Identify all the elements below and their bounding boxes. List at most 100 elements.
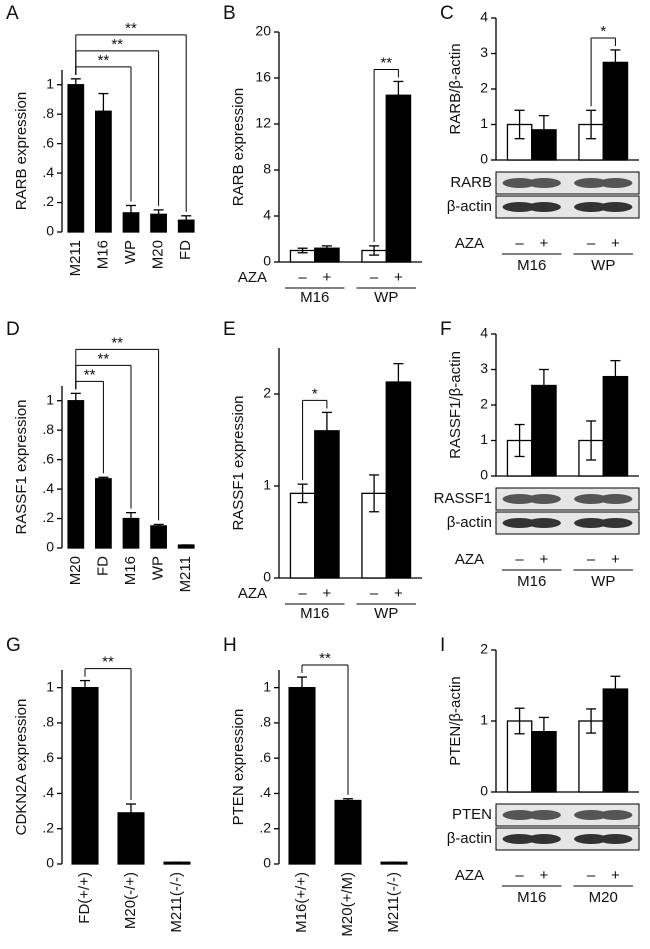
blot-band (574, 202, 609, 212)
y-tick-label: 0 (46, 223, 54, 239)
y-tick-label: 8 (263, 161, 271, 177)
y-tick-label: 1 (480, 115, 488, 131)
y-tick-label: 0 (46, 539, 54, 555)
x-tick-label: FD (94, 556, 111, 576)
y-tick-label: 3 (480, 44, 488, 60)
treatment-label: AZA (455, 867, 484, 884)
x-tick-label: WP (150, 556, 167, 580)
group-label: WP (591, 257, 615, 274)
x-tick-label: + (540, 235, 549, 252)
y-axis-label: PTEN/β-actin (447, 676, 464, 765)
x-tick-label: M20 (67, 556, 84, 585)
y-tick-label: .4 (42, 784, 54, 800)
y-tick-label: 12 (255, 115, 271, 131)
blot-band (526, 494, 561, 504)
x-tick-label: + (323, 269, 332, 286)
x-tick-label: – (515, 235, 524, 252)
blot-label: β-actin (447, 198, 492, 215)
panel-letter: E (223, 319, 236, 340)
significance-label: ** (98, 350, 110, 367)
blot-strip (495, 487, 640, 511)
blot-strip (495, 511, 640, 535)
panel-letter: B (223, 3, 236, 24)
x-tick-label: – (587, 551, 596, 568)
y-tick-label: 1 (263, 477, 271, 493)
y-tick-label: 2 (263, 385, 271, 401)
x-tick-label: + (323, 585, 332, 602)
y-tick-label: 0 (263, 855, 271, 871)
y-axis-label: RASSF1 expression (230, 395, 247, 530)
significance-label: ** (125, 20, 137, 37)
blot-band (502, 202, 537, 212)
panel-letter: I (440, 635, 445, 656)
y-tick-label: 0 (46, 855, 54, 871)
blot-band (526, 834, 561, 844)
y-tick-label: 2 (480, 641, 488, 657)
blot-label: RASSF1 (434, 490, 492, 507)
group-label: WP (374, 605, 398, 622)
treatment-label: AZA (455, 235, 484, 252)
significance-label: ** (111, 334, 123, 351)
y-tick-label: .2 (42, 819, 54, 835)
group-label: M16 (517, 889, 546, 906)
y-tick-label: .4 (42, 480, 54, 496)
bar (385, 381, 412, 579)
blot-label: PTEN (452, 806, 492, 823)
panel-letter: G (6, 635, 21, 656)
y-tick-label: .8 (42, 421, 54, 437)
x-tick-label: – (515, 551, 524, 568)
group-label: WP (374, 289, 398, 306)
y-tick-label: 3 (480, 360, 488, 376)
group-label: M16 (517, 573, 546, 590)
y-tick-label: 1 (46, 391, 54, 407)
y-tick-label: 0 (480, 783, 488, 799)
x-tick-label: – (370, 269, 379, 286)
bar (67, 84, 85, 233)
significance-label: ** (98, 52, 110, 69)
y-tick-label: 1 (263, 678, 271, 694)
group-label: M16 (300, 289, 329, 306)
panel-letter: F (440, 319, 452, 340)
y-tick-label: 1 (46, 678, 54, 694)
bar (288, 686, 316, 865)
x-tick-label: WP (122, 240, 139, 264)
panel-letter: A (6, 3, 19, 24)
blot-band (502, 810, 537, 820)
y-axis-label: RASSF1 expression (13, 399, 30, 534)
x-tick-label: M16(+/+) (293, 872, 310, 933)
significance-label: * (312, 385, 318, 402)
x-tick-label: – (370, 585, 379, 602)
y-tick-label: .6 (42, 134, 54, 150)
significance-label: * (600, 23, 606, 40)
blot-band (598, 494, 633, 504)
significance-label: ** (84, 366, 96, 383)
blot-band (598, 518, 633, 528)
bar (314, 430, 340, 579)
y-tick-label: .2 (259, 819, 271, 835)
group-label: M20 (589, 889, 618, 906)
blot-strip (495, 827, 640, 851)
y-tick-label: 16 (255, 69, 271, 85)
significance-label: ** (319, 650, 331, 667)
bar (334, 799, 362, 865)
y-tick-label: 0 (480, 151, 488, 167)
x-tick-label: + (394, 585, 403, 602)
y-tick-label: .6 (42, 450, 54, 466)
group-label: M16 (300, 605, 329, 622)
y-tick-label: .2 (42, 193, 54, 209)
blot-band (502, 834, 537, 844)
y-tick-label: .8 (259, 714, 271, 730)
y-tick-label: 1 (46, 75, 54, 91)
blot-band (574, 810, 609, 820)
x-tick-label: + (611, 551, 620, 568)
y-tick-label: 2 (480, 80, 488, 96)
y-tick-label: .2 (42, 509, 54, 525)
x-tick-label: M211 (177, 556, 194, 592)
y-tick-label: .4 (42, 164, 54, 180)
blot-band (502, 178, 537, 188)
blot-band (574, 518, 609, 528)
y-tick-label: 0 (480, 467, 488, 483)
x-tick-label: M211 (67, 240, 84, 276)
y-tick-label: .8 (42, 105, 54, 121)
